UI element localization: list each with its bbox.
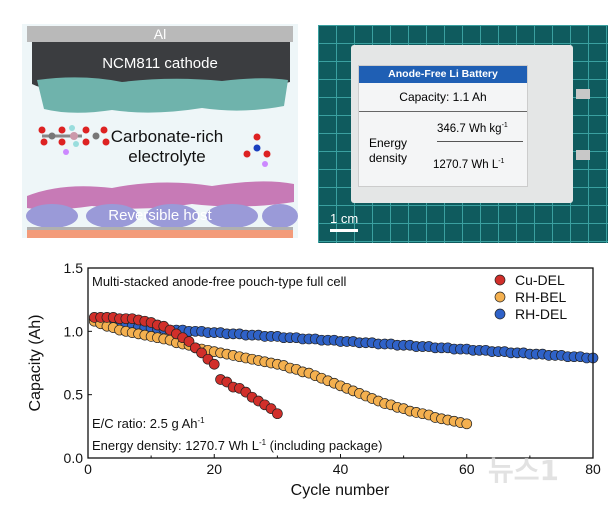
annotation-energy-density: Energy density: 1270.7 Wh L-1 (including… (92, 438, 382, 453)
cathode-label: NCM811 cathode (102, 55, 218, 72)
cu-current-collector (27, 230, 293, 238)
label-volumetric: 1270.7 Wh L-1 (433, 158, 504, 171)
annotation-ec-ratio: E/C ratio: 2.5 g Ah-1 (92, 416, 205, 431)
nitrate-molecule-icon (243, 133, 271, 167)
gravimetric-unit-sup: -1 (501, 122, 508, 129)
legend-marker-rh-del (494, 308, 506, 320)
y-tick-label: 1.0 (64, 323, 84, 339)
electrolyte-label-line2: electrolyte (128, 147, 205, 166)
host-particles (26, 204, 298, 228)
series-rh-del (88, 314, 599, 364)
y-tick-label: 0.0 (64, 450, 84, 466)
cathode-layer (32, 42, 290, 90)
legend-marker-cu-del (494, 274, 506, 286)
data-point-cu-del (208, 358, 220, 370)
data-point-cu-del (183, 336, 195, 347)
x-tick-label: 60 (459, 461, 475, 477)
data-point-cu-del (272, 408, 283, 420)
electrolyte-label-line1: Carbonate-rich (111, 127, 223, 146)
cei-layer (37, 77, 288, 113)
scale-bar-label: 1 cm (330, 211, 359, 226)
legend-label-rh-bel: RH-BEL (515, 289, 567, 305)
scale-bar (330, 229, 358, 232)
annotation-energy-text: Energy density: 1270.7 Wh L (92, 438, 259, 453)
x-tick-label: 0 (84, 461, 92, 477)
series-cu-del (88, 312, 283, 420)
volumetric-value: 1270.7 Wh L (433, 158, 499, 171)
x-tick-label: 20 (206, 461, 222, 477)
label-capacity: Capacity: 1.1 Ah (359, 83, 527, 112)
axis-ticks: 0 20 40 60 80 0.0 0.5 1.0 1.5 (64, 260, 601, 477)
annotation-ec-ratio-text: E/C ratio: 2.5 g Ah (92, 416, 198, 431)
annotation-energy-sup: -1 (259, 438, 267, 447)
cell-schematic: Al NCM811 cathode Carbonate-rich electro… (22, 24, 298, 238)
sei-layer (27, 181, 294, 210)
watermark-logo: 뉴스1 (488, 454, 559, 487)
x-tick-label: 80 (585, 461, 601, 477)
al-label: Al (154, 26, 166, 42)
host-base (27, 227, 293, 230)
label-header: Anode-Free Li Battery (359, 66, 527, 83)
energy-line1: Energy (369, 136, 408, 150)
data-point-rh-bel (461, 418, 473, 430)
chart-title: Multi-stacked anode-free pouch-type full… (92, 274, 346, 289)
chart-marks (88, 312, 599, 430)
gravimetric-value: 346.7 Wh kg (437, 122, 502, 135)
energy-line2: density (369, 151, 408, 165)
legend-label-rh-del: RH-DEL (515, 306, 567, 322)
y-tick-label: 1.5 (64, 260, 84, 276)
label-energy-density: Energy density (369, 136, 407, 166)
y-axis-label: Capacity (Ah) (27, 315, 44, 412)
volumetric-unit-sup: -1 (498, 158, 505, 165)
capacity-chart: 0 20 40 60 80 0.0 0.5 1.0 1.5 Multi-stacked anod… (27, 260, 601, 499)
data-point-cu-del (196, 347, 207, 359)
x-tick-label: 40 (333, 461, 349, 477)
annotation-ec-ratio-sup: -1 (198, 416, 206, 425)
y-tick-label: 0.5 (64, 387, 84, 403)
tab-positive (576, 89, 590, 99)
label-gravimetric: 346.7 Wh kg-1 (437, 122, 523, 142)
legend-label-cu-del: Cu-DEL (515, 272, 565, 288)
salt-molecule-icon (38, 125, 110, 155)
annotation-energy-package: (including package) (266, 438, 382, 453)
cell-label: Anode-Free Li Battery Capacity: 1.1 Ah E… (358, 65, 528, 187)
al-current-collector (27, 26, 293, 42)
tab-negative (576, 150, 590, 160)
legend-marker-rh-bel (494, 291, 506, 303)
host-label: Reversible host (108, 207, 212, 224)
x-axis-label: Cycle number (291, 482, 390, 499)
pouch-cell-photo: Anode-Free Li Battery Capacity: 1.1 Ah E… (318, 25, 608, 243)
